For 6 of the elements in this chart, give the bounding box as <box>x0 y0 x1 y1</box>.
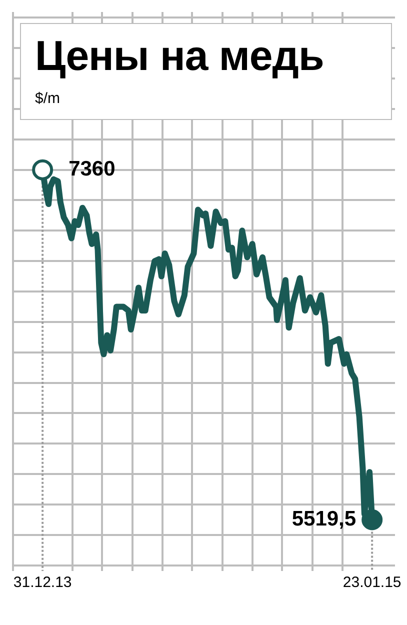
x-tick-label: 31.12.13 <box>13 574 72 592</box>
text: Цены на медь <box>35 32 324 80</box>
x-tick-label: 23.01.15 <box>342 574 402 592</box>
data-label: 7360 <box>68 158 116 181</box>
text: $/m <box>35 90 60 107</box>
data-label: 5519,5 <box>292 508 356 531</box>
